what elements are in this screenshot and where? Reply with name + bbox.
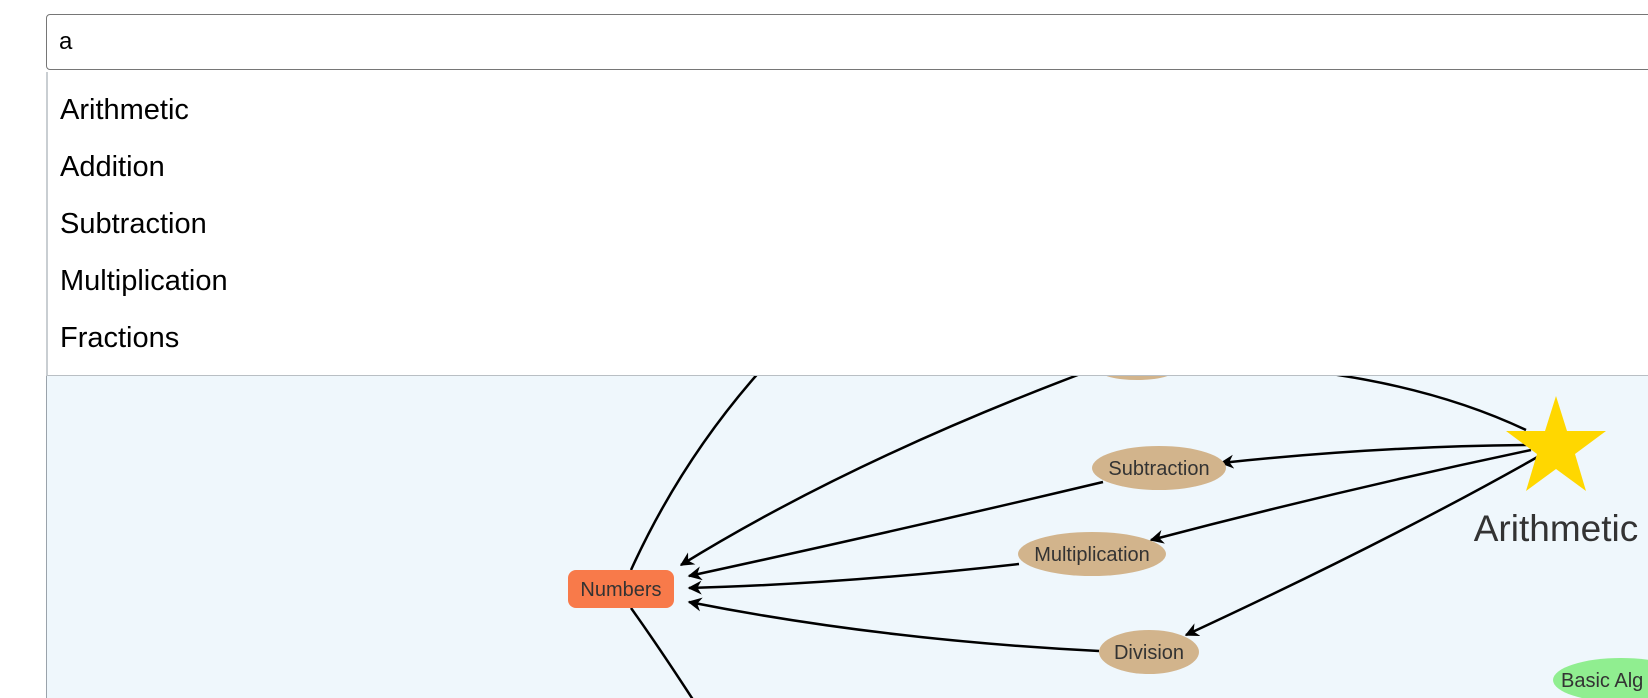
suggestion-multiplication[interactable]: Multiplication <box>60 265 228 297</box>
edge-arithmetic-to-subtraction <box>1219 443 1532 469</box>
edge-subtraction-to-numbers <box>687 480 1104 581</box>
node-basic-algebra-label: Basic Alg <box>1561 670 1643 692</box>
node-arithmetic-label: Arithmetic <box>1474 508 1638 549</box>
node-arithmetic[interactable]: Arithmetic <box>1474 396 1638 549</box>
graph-nodes: Subtraction Multiplication Division Numb… <box>568 360 1648 698</box>
suggestion-fractions[interactable]: Fractions <box>60 322 180 354</box>
edge-arithmetic-to-multiplication <box>1149 448 1532 544</box>
node-numbers-label: Numbers <box>580 579 661 601</box>
edge-top-to-numbers <box>629 369 762 571</box>
star-icon <box>1506 396 1606 491</box>
node-basic-algebra[interactable]: Basic Alg <box>1553 658 1648 698</box>
edge-addition-to-numbers <box>679 368 1092 567</box>
edge-multiplication-to-numbers <box>687 562 1020 595</box>
node-numbers-shape <box>568 570 674 608</box>
node-division-label: Division <box>1114 642 1184 664</box>
node-basic-algebra-shape <box>1553 658 1648 698</box>
node-multiplication-shape <box>1018 532 1166 576</box>
node-multiplication-label: Multiplication <box>1034 544 1150 566</box>
node-subtraction-shape <box>1092 446 1226 490</box>
graph-edges <box>629 368 1542 698</box>
node-subtraction[interactable]: Subtraction <box>1092 446 1226 490</box>
node-division[interactable]: Division <box>1099 630 1199 674</box>
edge-arithmetic-to-division <box>1184 453 1542 637</box>
node-numbers[interactable]: Numbers <box>568 570 674 608</box>
node-multiplication[interactable]: Multiplication <box>1018 532 1166 576</box>
suggestion-arithmetic[interactable]: Arithmetic <box>60 94 189 126</box>
node-subtraction-label: Subtraction <box>1108 458 1209 480</box>
suggestion-addition[interactable]: Addition <box>60 151 165 183</box>
edge-numbers-down <box>629 607 694 698</box>
search-input[interactable] <box>47 15 1648 69</box>
search-box[interactable] <box>46 14 1648 70</box>
node-division-shape <box>1099 630 1199 674</box>
autocomplete-dropdown: Arithmetic Addition Subtraction Multipli… <box>46 72 1648 376</box>
suggestion-subtraction[interactable]: Subtraction <box>60 208 207 240</box>
edge-addition-to-arithmetic <box>1300 368 1527 432</box>
edge-division-to-numbers <box>687 597 1100 653</box>
